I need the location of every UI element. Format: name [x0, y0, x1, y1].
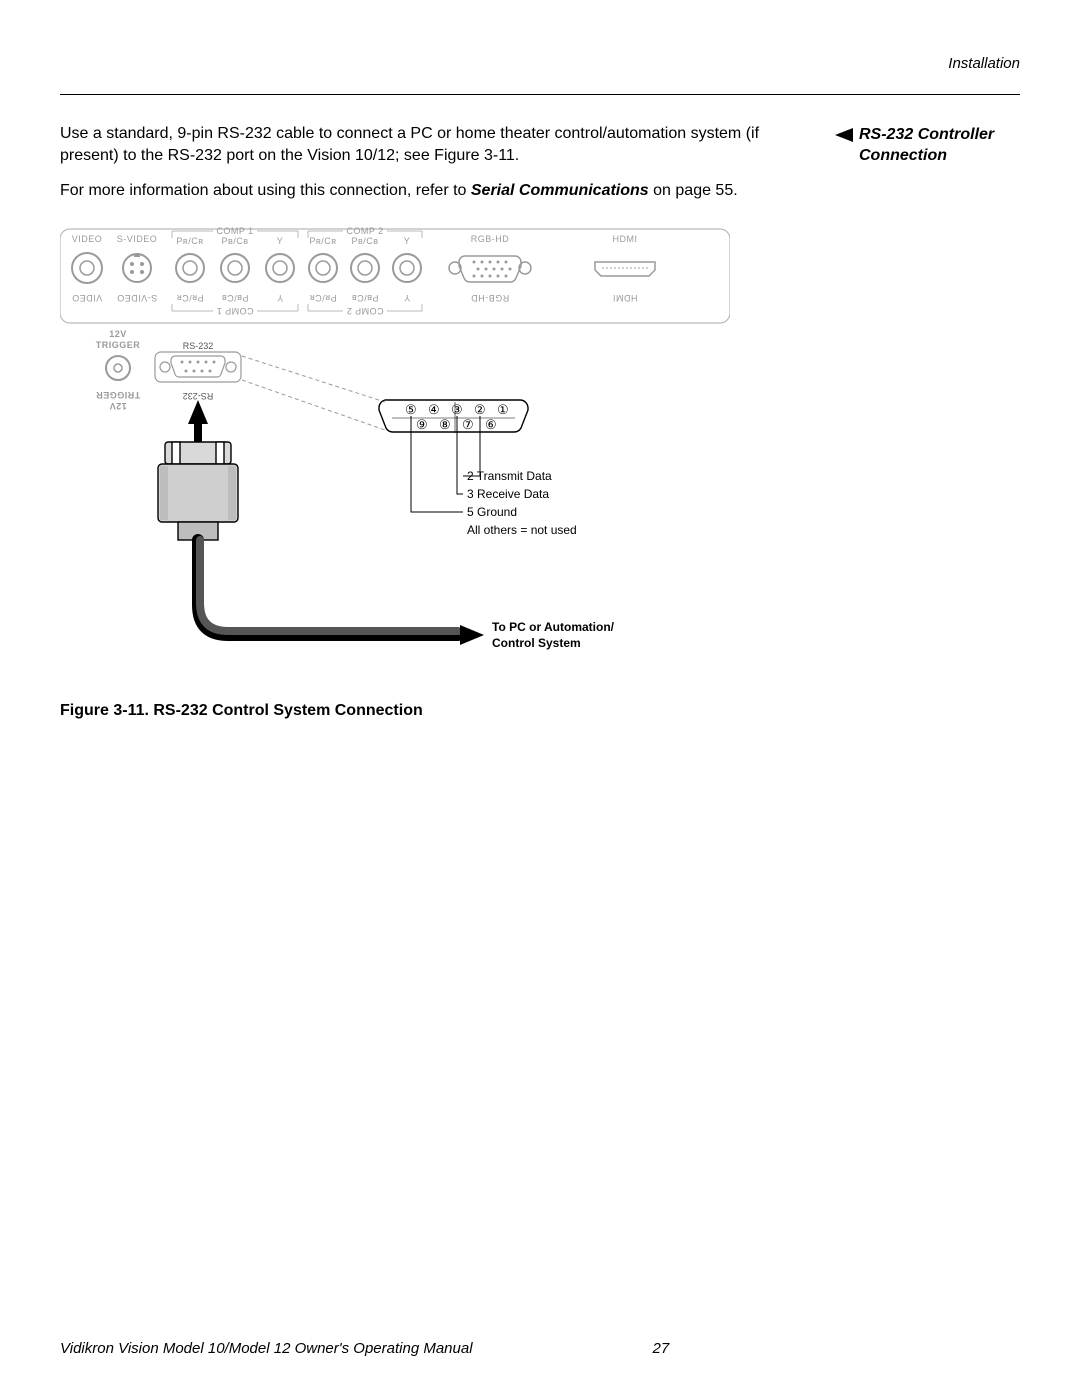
side-heading: RS-232 Controller Connection	[835, 125, 1020, 167]
figure-caption: Figure 3-11. RS-232 Control System Conne…	[60, 702, 805, 720]
cable	[198, 540, 458, 635]
page-footer: Vidikron Vision Model 10/Model 12 Owner'…	[60, 1340, 1020, 1357]
svg-text:12V: 12V	[109, 401, 127, 411]
rgb-connector	[449, 256, 531, 282]
label-comp1: COMP 1	[216, 226, 253, 236]
svg-text:Pʙ/Cʙ: Pʙ/Cʙ	[351, 236, 378, 246]
label-svideo: S-VIDEO	[117, 234, 158, 244]
hdmi-connector	[595, 262, 655, 276]
dest-line1: To PC or Automation/	[492, 620, 615, 634]
cable-arrow	[460, 625, 484, 645]
svg-text:Y: Y	[404, 236, 411, 246]
p2-a: For more information about using this co…	[60, 182, 471, 199]
svg-text:Pʀ/Cʀ: Pʀ/Cʀ	[176, 293, 203, 303]
footer-page-number: 27	[653, 1340, 670, 1357]
svg-text:⑦: ⑦	[462, 417, 474, 432]
pinout-connector: ⑤ ④ ③ ② ① ⑨ ⑧ ⑦ ⑥	[379, 400, 528, 433]
svg-text:⑥: ⑥	[485, 417, 497, 432]
pin-others-label: All others = not used	[467, 523, 577, 537]
label-comp2: COMP 2	[346, 226, 383, 236]
pin-3-label: 3 Receive Data	[467, 487, 549, 501]
svg-text:Pʀ/Cʀ: Pʀ/Cʀ	[309, 236, 336, 246]
label-trigger: TRIGGER	[96, 340, 141, 350]
label-video-mirror: VIDEO	[72, 293, 103, 303]
label-c1-pr: Pʀ/Cʀ	[176, 236, 203, 246]
video-jack	[72, 253, 102, 283]
svg-text:Pʙ/Cʙ: Pʙ/Cʙ	[351, 293, 378, 303]
svg-text:Y: Y	[277, 293, 284, 303]
svg-text:RGB-HD: RGB-HD	[471, 293, 510, 303]
svg-text:COMP 2: COMP 2	[346, 306, 383, 316]
svg-text:①: ①	[497, 402, 509, 417]
header-rule	[60, 94, 1020, 95]
pin-2-label: 2 Transmit Data	[467, 469, 552, 483]
paragraph-2: For more information about using this co…	[60, 180, 805, 202]
label-rs232: RS-232	[183, 341, 214, 351]
svideo-jack	[123, 254, 151, 282]
header-section: Installation	[60, 55, 1020, 72]
svg-text:⑨: ⑨	[416, 417, 428, 432]
svg-text:Y: Y	[404, 293, 411, 303]
rs232-port	[155, 352, 241, 382]
label-svideo-mirror: S-VIDEO	[117, 293, 158, 303]
svg-text:⑤: ⑤	[405, 402, 417, 417]
footer-title: Vidikron Vision Model 10/Model 12 Owner'…	[60, 1340, 473, 1357]
label-rgb: RGB-HD	[471, 234, 510, 244]
label-12v: 12V	[109, 329, 127, 339]
comp2-jacks	[309, 254, 421, 282]
p2-b: Serial Communications	[471, 182, 649, 199]
connector-arrow-up	[188, 400, 208, 442]
svg-text:TRIGGER: TRIGGER	[96, 390, 141, 400]
svg-text:RS-232: RS-232	[183, 391, 214, 401]
label-hdmi: HDMI	[613, 234, 638, 244]
svg-text:②: ②	[474, 402, 486, 417]
triangle-left-icon	[835, 128, 853, 142]
svg-text:④: ④	[428, 402, 440, 417]
diagram-svg: VIDEO VIDEO S-VIDEO S-VIDEO COMP 1 Pʀ/	[60, 224, 730, 679]
p2-c: on page 55.	[649, 182, 738, 199]
dest-line2: Control System	[492, 636, 581, 650]
label-c1-pb: Pʙ/Cʙ	[221, 236, 248, 246]
db9-plug	[158, 442, 238, 540]
figure-3-11: VIDEO VIDEO S-VIDEO S-VIDEO COMP 1 Pʀ/	[60, 224, 805, 720]
label-c1-y: Y	[277, 236, 284, 246]
svg-text:③: ③	[451, 402, 463, 417]
callout-dashes	[242, 356, 385, 430]
svg-text:Pʙ/Cʙ: Pʙ/Cʙ	[221, 293, 248, 303]
label-video: VIDEO	[72, 234, 103, 244]
svg-text:⑧: ⑧	[439, 417, 451, 432]
paragraph-1: Use a standard, 9-pin RS-232 cable to co…	[60, 123, 805, 166]
side-heading-text: RS-232 Controller Connection	[859, 125, 1020, 167]
svg-text:Pʀ/Cʀ: Pʀ/Cʀ	[309, 293, 336, 303]
svg-text:COMP 1: COMP 1	[216, 306, 253, 316]
svg-text:HDMI: HDMI	[613, 293, 638, 303]
pin-5-label: 5 Ground	[467, 505, 517, 519]
trigger-jack	[106, 356, 130, 380]
comp1-jacks	[176, 254, 294, 282]
